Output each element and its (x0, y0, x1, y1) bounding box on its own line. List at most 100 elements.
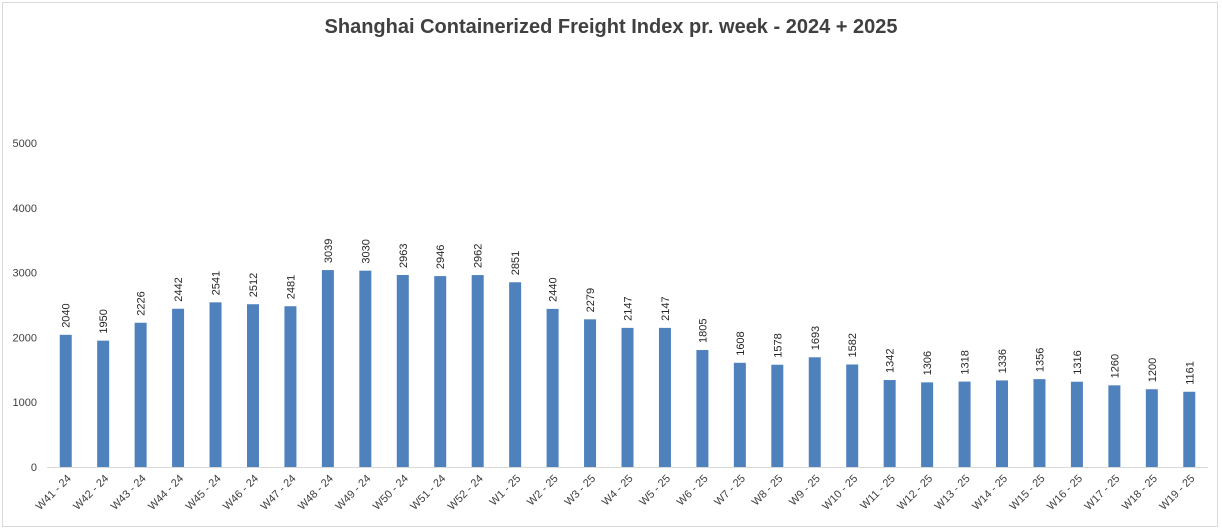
x-tick-label: W49 - 24 (333, 473, 373, 513)
x-tick-label: W6 - 25 (675, 473, 711, 509)
x-tick-label: W16 - 25 (1045, 473, 1085, 513)
data-label: 2442 (173, 277, 185, 301)
bar (284, 306, 297, 467)
data-label: 1316 (1072, 350, 1084, 374)
chart-title: Shanghai Containerized Freight Index pr.… (324, 16, 898, 38)
x-tick-label: W46 - 24 (221, 473, 261, 513)
data-label: 1318 (960, 350, 972, 374)
data-label: 1260 (1109, 354, 1121, 378)
y-tick-label: 0 (31, 462, 37, 474)
bar (246, 304, 259, 467)
data-label: 2440 (548, 277, 560, 301)
bar (172, 308, 185, 467)
data-label: 2279 (585, 288, 597, 312)
bar (509, 282, 522, 467)
x-tick-label: W14 - 25 (970, 473, 1010, 513)
bar (958, 381, 971, 467)
bar (1183, 391, 1196, 467)
data-label: 2481 (285, 275, 297, 299)
bar (921, 382, 934, 467)
x-tick-label: W10 - 25 (820, 473, 860, 513)
data-label: 1356 (1034, 348, 1046, 372)
bar (434, 276, 447, 467)
x-tick-label: W15 - 25 (1008, 473, 1048, 513)
data-label: 2946 (435, 245, 447, 269)
data-label: 3030 (360, 239, 372, 263)
data-label: 2226 (136, 291, 148, 315)
y-tick-label: 5000 (13, 138, 37, 150)
x-tick-label: W4 - 25 (600, 473, 636, 509)
bar (1070, 381, 1083, 467)
y-axis: 0 1000 2000 3000 4000 5000 (13, 138, 37, 474)
data-label: 2147 (623, 296, 635, 320)
bar (1108, 385, 1121, 467)
data-label: 2851 (510, 251, 522, 275)
x-tick-label: W48 - 24 (296, 473, 336, 513)
x-tick-label: W42 - 24 (71, 473, 111, 513)
data-label: 2512 (248, 273, 260, 297)
bar (584, 319, 597, 467)
data-label: 1161 (1184, 361, 1196, 385)
bar (209, 302, 222, 467)
x-tick-label: W50 - 24 (371, 473, 411, 513)
y-tick-label: 4000 (13, 203, 37, 215)
data-label: 2962 (473, 244, 485, 268)
x-tick-label: W9 - 25 (787, 473, 823, 509)
bar (59, 334, 72, 467)
data-label: 1342 (885, 349, 897, 373)
data-label: 2541 (211, 271, 223, 295)
bar (733, 362, 746, 467)
y-tick-label: 3000 (13, 268, 37, 280)
bar (883, 380, 896, 467)
x-tick-label: W45 - 24 (184, 473, 224, 513)
data-label: 2963 (398, 244, 410, 268)
data-label: 2040 (61, 303, 73, 327)
x-tick-label: W13 - 25 (933, 473, 973, 513)
bar (134, 322, 147, 467)
bar (1033, 379, 1046, 467)
bar (996, 380, 1009, 467)
x-tick-label: W3 - 25 (562, 473, 598, 509)
bar (1145, 389, 1158, 467)
data-label: 1578 (772, 333, 784, 357)
bar (546, 308, 559, 467)
bar (808, 357, 821, 467)
bar (471, 275, 484, 467)
bar (658, 327, 671, 467)
data-label: 2147 (660, 296, 672, 320)
bar (621, 327, 634, 467)
bar (771, 364, 784, 467)
x-tick-label: W1 - 25 (488, 473, 524, 509)
data-labels: 2040 1950 2226 2442 2541 2512 2481 3039 3030 2963… (61, 239, 1197, 385)
bar (321, 270, 334, 467)
x-tick-label: W47 - 24 (259, 473, 299, 513)
data-label: 1306 (922, 351, 934, 375)
bar (846, 364, 859, 467)
x-tick-label: W11 - 25 (858, 473, 897, 512)
data-label: 1805 (697, 319, 709, 343)
x-tick-label: W17 - 25 (1082, 473, 1122, 513)
x-tick-label: W41 - 24 (34, 473, 74, 513)
x-tick-label: W51 - 24 (408, 473, 448, 513)
data-label: 1950 (98, 309, 110, 333)
x-tick-label: W18 - 25 (1120, 473, 1160, 513)
data-label: 1608 (735, 331, 747, 355)
x-tick-label: W7 - 25 (712, 473, 748, 509)
x-tick-label: W5 - 25 (637, 473, 673, 509)
y-tick-label: 2000 (13, 332, 37, 344)
bar (696, 350, 709, 467)
x-tick-label: W8 - 25 (750, 473, 786, 509)
bar (97, 340, 110, 467)
x-tick-label: W2 - 25 (525, 473, 561, 509)
bars (59, 270, 1196, 467)
bar (396, 274, 409, 467)
x-tick-label: W44 - 24 (146, 473, 186, 513)
data-label: 1582 (847, 333, 859, 357)
data-label: 3039 (323, 239, 335, 263)
x-tick-label: W19 - 25 (1157, 473, 1197, 513)
x-tick-label: W12 - 25 (895, 473, 935, 513)
y-tick-label: 1000 (13, 397, 37, 409)
